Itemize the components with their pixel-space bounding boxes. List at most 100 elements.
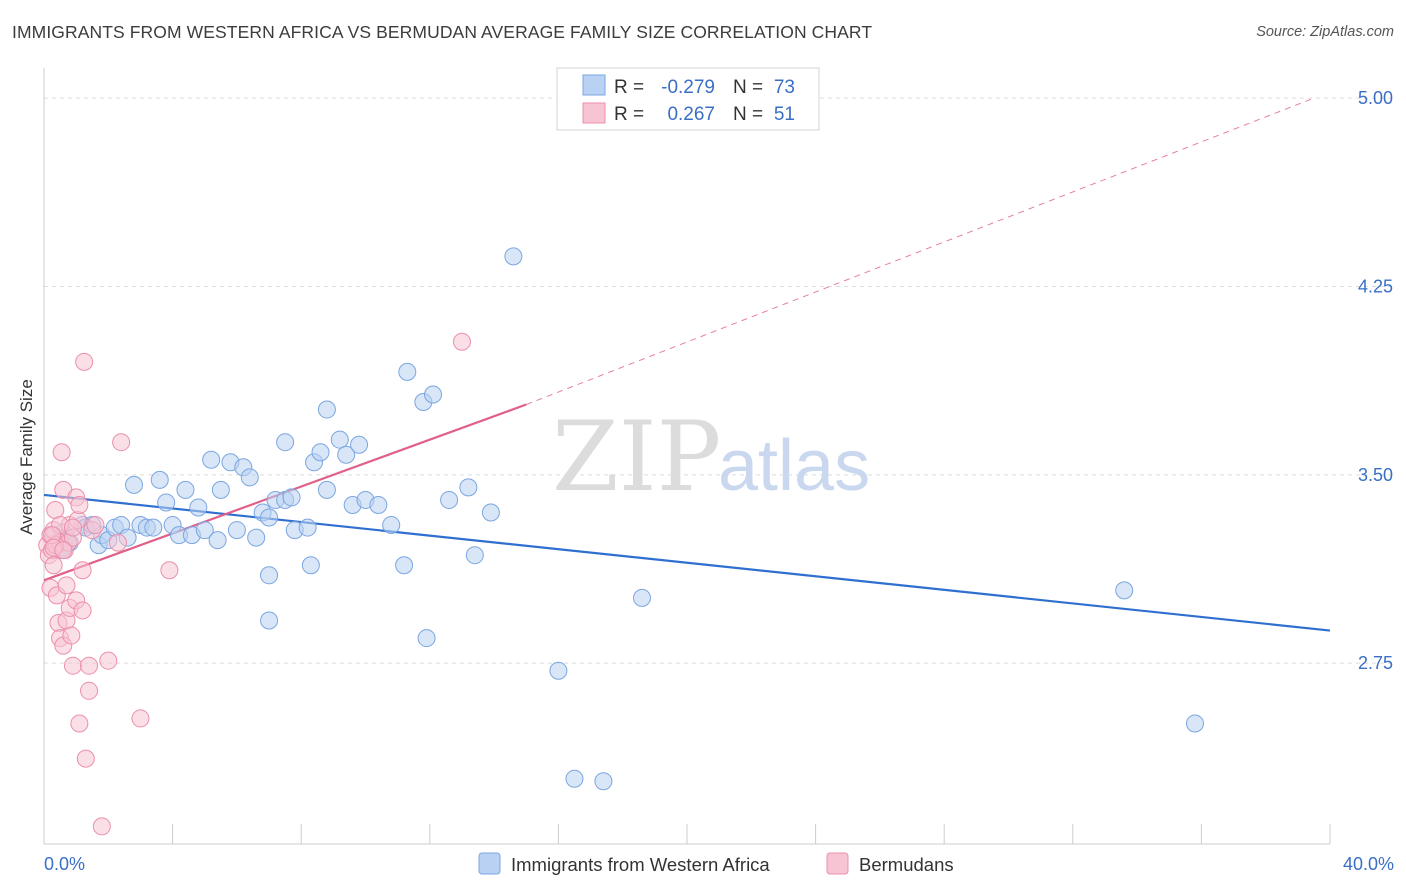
data-point-western-africa [202, 450, 221, 469]
trend-line-western-africa [43, 493, 1331, 632]
legend-item-western-africa-label: Immigrants from Western Africa [511, 854, 770, 875]
data-point-western-africa [350, 435, 369, 454]
data-point-western-africa [282, 488, 301, 507]
data-point-western-africa [247, 528, 266, 547]
data-point-western-africa [398, 362, 417, 381]
data-point-bermudans [80, 681, 99, 700]
data-point-western-africa [504, 247, 523, 266]
legend-r-label-1: R = [614, 77, 644, 98]
data-point-western-africa [298, 518, 317, 537]
y-axis-label: Average Family Size [17, 379, 36, 535]
y-tick-labels: 2.75 3.50 4.25 5.00 [1358, 88, 1393, 673]
x-tick-label-min: 0.0% [44, 854, 85, 874]
legend-blue-swatch [582, 74, 606, 96]
data-point-bermudans [131, 709, 150, 728]
data-point-bermudans [54, 541, 73, 560]
data-point-western-africa [330, 430, 349, 449]
series-bermudans-points [38, 332, 471, 836]
data-point-bermudans [160, 561, 179, 580]
data-point-bermudans [108, 533, 127, 552]
trend-line-bermudans-extrapolated [526, 97, 1315, 405]
data-point-bermudans [52, 443, 71, 462]
data-point-bermudans [112, 433, 131, 452]
legend-item-western-africa-swatch [478, 852, 501, 875]
data-point-western-africa [465, 546, 484, 565]
data-point-bermudans [73, 561, 92, 580]
legend-n-label-2: N = [733, 104, 763, 125]
data-point-bermudans [62, 626, 81, 645]
legend-item-bermudans-swatch [826, 852, 849, 875]
data-point-bermudans [70, 495, 89, 514]
data-point-bermudans [92, 817, 111, 836]
legend-r-value-1: -0.279 [661, 77, 715, 98]
data-point-western-africa [144, 518, 163, 537]
data-point-western-africa [549, 661, 568, 680]
data-point-western-africa [260, 508, 279, 527]
correlation-legend: R = -0.279 N = 73 R = 0.267 N = 51 [556, 67, 820, 131]
data-point-bermudans [46, 500, 65, 519]
legend-n-label-1: N = [733, 77, 763, 98]
data-point-western-africa [150, 470, 169, 489]
data-point-western-africa [424, 385, 443, 404]
data-point-western-africa [395, 556, 414, 575]
watermark: ZIP atlas [552, 401, 870, 513]
y-tick-label: 4.25 [1358, 276, 1393, 296]
data-point-bermudans [80, 656, 99, 675]
data-point-western-africa [260, 566, 279, 585]
x-ticks [43, 824, 1331, 844]
legend-r-value-2: 0.267 [667, 104, 715, 125]
series-legend: Immigrants from Western Africa Bermudans [478, 852, 954, 875]
data-point-western-africa [337, 445, 356, 464]
data-point-western-africa [240, 468, 259, 487]
chart-title: IMMIGRANTS FROM WESTERN AFRICA VS BERMUD… [12, 22, 873, 42]
legend-n-value-2: 51 [774, 104, 795, 125]
data-point-western-africa [311, 443, 330, 462]
data-point-western-africa [1185, 714, 1204, 733]
data-point-western-africa [481, 503, 500, 522]
y-tick-label: 3.50 [1358, 465, 1393, 485]
data-point-western-africa [632, 588, 651, 607]
watermark-atlas: atlas [718, 426, 870, 506]
data-point-bermudans [57, 576, 76, 595]
data-point-western-africa [317, 400, 336, 419]
legend-r-label-2: R = [614, 104, 644, 125]
watermark-zip: ZIP [552, 401, 721, 513]
data-point-western-africa [459, 478, 478, 497]
legend-n-value-1: 73 [774, 77, 795, 98]
data-point-western-africa [195, 521, 214, 540]
data-point-bermudans [99, 651, 118, 670]
gridlines [44, 97, 1392, 664]
source-credit: Source: ZipAtlas.com [1256, 24, 1394, 40]
data-point-bermudans [76, 749, 95, 768]
data-point-western-africa [594, 772, 613, 791]
data-point-western-africa [157, 493, 176, 512]
trend-lines [43, 97, 1331, 632]
data-point-bermudans [44, 556, 63, 575]
data-point-western-africa [417, 629, 436, 648]
data-point-western-africa [1115, 581, 1134, 600]
data-point-western-africa [276, 433, 295, 452]
data-point-bermudans [63, 518, 82, 537]
data-point-western-africa [208, 531, 227, 550]
data-point-western-africa [369, 495, 388, 514]
x-tick-label-max: 40.0% [1343, 854, 1394, 874]
data-point-western-africa [176, 480, 195, 499]
data-point-western-africa [565, 769, 584, 788]
legend-item-bermudans-label: Bermudans [859, 854, 954, 875]
data-point-western-africa [440, 490, 459, 509]
data-point-bermudans [86, 516, 105, 535]
data-point-western-africa [211, 480, 230, 499]
legend-pink-swatch [582, 102, 606, 124]
data-point-western-africa [382, 516, 401, 535]
data-point-bermudans [70, 714, 89, 733]
data-point-western-africa [189, 498, 208, 517]
y-tick-label: 2.75 [1358, 653, 1393, 673]
data-point-western-africa [227, 521, 246, 540]
data-point-western-africa [125, 475, 144, 494]
data-point-bermudans [452, 332, 471, 351]
data-point-western-africa [301, 556, 320, 575]
y-tick-label: 5.00 [1358, 88, 1393, 108]
series-western-africa-points [44, 247, 1204, 791]
data-point-western-africa [260, 611, 279, 630]
